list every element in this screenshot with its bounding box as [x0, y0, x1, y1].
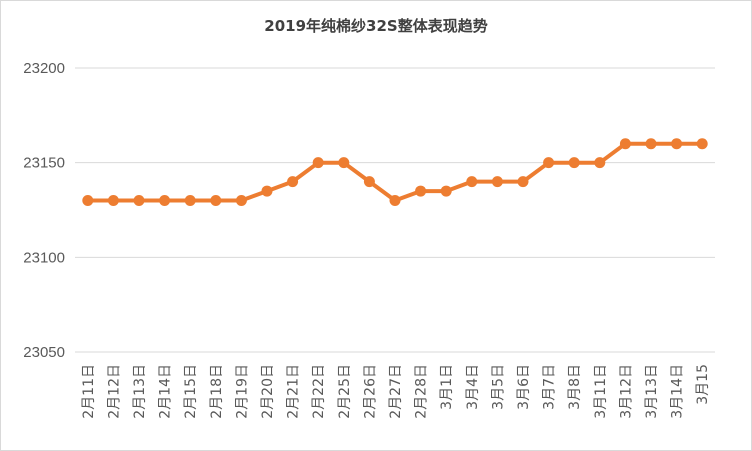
x-tick-label: 2月28日	[414, 364, 430, 419]
x-tick-label: 2月15日	[183, 364, 199, 419]
data-point	[389, 195, 401, 207]
x-tick-label: 2月27日	[388, 364, 404, 419]
chart-title: 2019年纯棉纱32S整体表现趋势	[264, 17, 488, 35]
data-point	[312, 157, 324, 169]
data-point	[133, 195, 145, 207]
x-tick-label: 2月14日	[158, 364, 174, 419]
data-point	[491, 176, 503, 188]
data-point	[517, 176, 529, 188]
data-point	[466, 176, 478, 188]
x-tick-label: 2月21日	[286, 364, 302, 419]
x-tick-label: 3月5日	[490, 364, 506, 410]
x-tick-label: 3月8日	[567, 364, 583, 410]
data-point	[82, 195, 94, 207]
data-point	[568, 157, 580, 169]
x-tick-label: 3月15	[695, 364, 711, 405]
x-tick-label: 3月6日	[516, 364, 532, 410]
data-point	[338, 157, 350, 169]
x-tick-label: 2月19日	[234, 364, 250, 419]
data-point	[415, 185, 427, 197]
data-point	[696, 138, 708, 150]
data-point	[159, 195, 171, 207]
x-tick-label: 2月25日	[337, 364, 353, 419]
data-point	[594, 157, 606, 169]
x-tick-label: 2月11日	[81, 364, 97, 419]
y-tick-label: 23100	[23, 249, 65, 266]
data-point	[261, 185, 273, 197]
series-line	[85, 141, 705, 203]
data-point	[107, 195, 119, 207]
y-tick-label: 23150	[23, 155, 65, 172]
x-tick-label: 2月13日	[132, 364, 148, 419]
x-tick-label: 3月14日	[670, 364, 686, 419]
data-point	[645, 138, 657, 150]
y-tick-label: 23200	[23, 60, 65, 77]
data-point	[184, 195, 196, 207]
x-tick-label: 2月20日	[260, 364, 276, 419]
x-tick-label: 3月11日	[593, 364, 609, 419]
x-tick-label: 3月4日	[465, 364, 481, 410]
data-point	[619, 138, 631, 150]
data-point	[235, 195, 247, 207]
x-tick-label: 2月26日	[362, 364, 378, 419]
data-point	[210, 195, 222, 207]
data-point	[543, 157, 555, 169]
data-point	[440, 185, 452, 197]
x-tick-label: 3月1日	[439, 364, 455, 410]
x-tick-label: 3月13日	[644, 364, 660, 419]
x-tick-label: 2月22日	[311, 364, 327, 419]
data-point	[671, 138, 683, 150]
data-point	[287, 176, 299, 188]
x-tick-label: 3月7日	[542, 364, 558, 410]
y-tick-label: 23050	[23, 344, 65, 361]
x-tick-label: 2月12日	[106, 364, 122, 419]
x-tick-label: 2月18日	[209, 364, 225, 419]
data-point	[363, 176, 375, 188]
x-tick-label: 3月12日	[618, 364, 634, 419]
